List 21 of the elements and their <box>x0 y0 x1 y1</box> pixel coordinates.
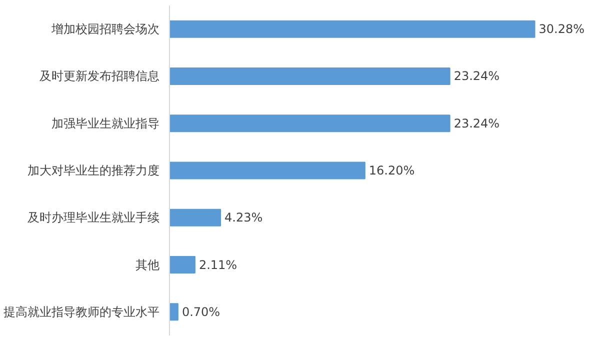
bar <box>170 114 450 132</box>
data-label: 30.28% <box>538 22 585 36</box>
y-tick-label: 加大对毕业生的推荐力度 <box>28 164 160 178</box>
data-label: 0.70% <box>182 304 220 319</box>
y-tick-label: 提高就业指导教师的专业水平 <box>4 304 160 319</box>
bar <box>170 162 366 180</box>
bar <box>170 20 536 38</box>
bar <box>170 208 222 226</box>
bar <box>170 67 450 85</box>
data-label: 2.11% <box>198 258 238 272</box>
y-tick-label: 加强毕业生就业指导 <box>52 116 160 130</box>
data-label: 23.24% <box>454 116 500 130</box>
y-tick-label: 及时办理毕业生就业手续 <box>28 210 160 225</box>
data-label: 16.20% <box>368 164 415 178</box>
y-tick-label: 及时更新发布招聘信息 <box>40 69 160 84</box>
y-tick-label: 其他 <box>136 258 160 272</box>
bar <box>170 256 196 274</box>
y-tick-label: 增加校园招聘会场次 <box>50 22 160 36</box>
data-label: 23.24% <box>454 69 500 84</box>
bar <box>170 303 178 321</box>
data-label: 4.23% <box>224 210 263 225</box>
